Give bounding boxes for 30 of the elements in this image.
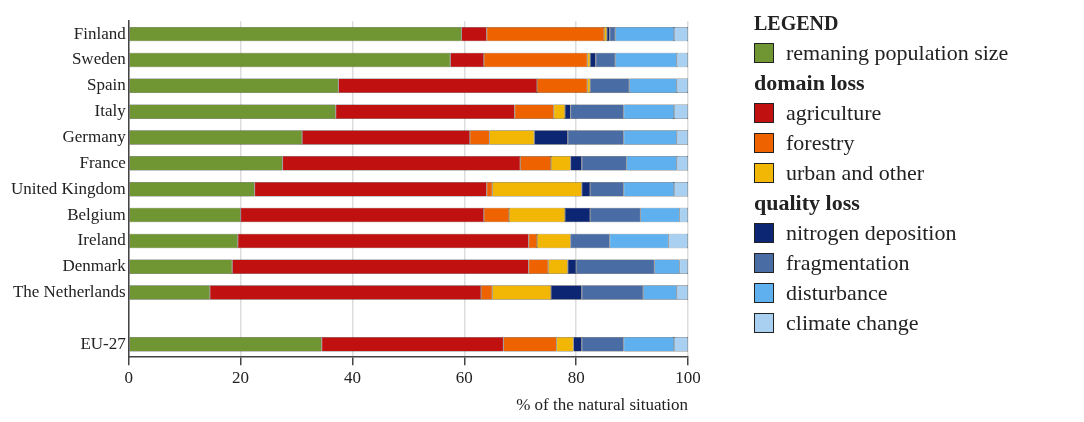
y-tick-label: Belgium <box>67 204 126 224</box>
legend-title: LEGEND <box>754 11 840 36</box>
y-tick-label: The Netherlands <box>12 282 126 302</box>
x-tick-label: 20 <box>232 367 250 387</box>
x-tick-label: 100 <box>675 367 701 387</box>
legend-label: agriculture <box>786 100 882 126</box>
x-tick-label: 60 <box>455 367 473 387</box>
y-tick-label: Spain <box>87 75 127 95</box>
text: domain loss <box>754 69 866 97</box>
x-tick-label: 0 <box>124 367 133 387</box>
legend-label: disturbance <box>786 280 888 306</box>
legend-label: remaning population size <box>786 40 1009 66</box>
legend-label: nitrogen deposition <box>786 220 957 246</box>
legend-label: urban and other <box>786 160 925 186</box>
y-tick-label: EU-27 <box>80 333 127 353</box>
y-tick-label: Sweden <box>71 49 127 69</box>
y-tick-label: Germany <box>62 126 127 146</box>
y-tick-label: Italy <box>94 101 127 121</box>
x-axis-title: % of the natural situation <box>516 395 689 415</box>
legend-label: fragmentation <box>786 250 910 276</box>
x-tick-label: 80 <box>567 367 585 387</box>
y-tick-label: United Kingdom <box>10 178 126 198</box>
legend-label: forestry <box>786 130 855 156</box>
y-tick-label: France <box>79 152 126 172</box>
text: quality loss <box>754 189 861 217</box>
y-tick-label: Ireland <box>77 230 127 250</box>
y-tick-label: Finland <box>73 23 127 43</box>
y-tick-label: Denmark <box>62 256 127 276</box>
x-tick-label: 40 <box>343 367 361 387</box>
legend-label: climate change <box>786 310 919 336</box>
